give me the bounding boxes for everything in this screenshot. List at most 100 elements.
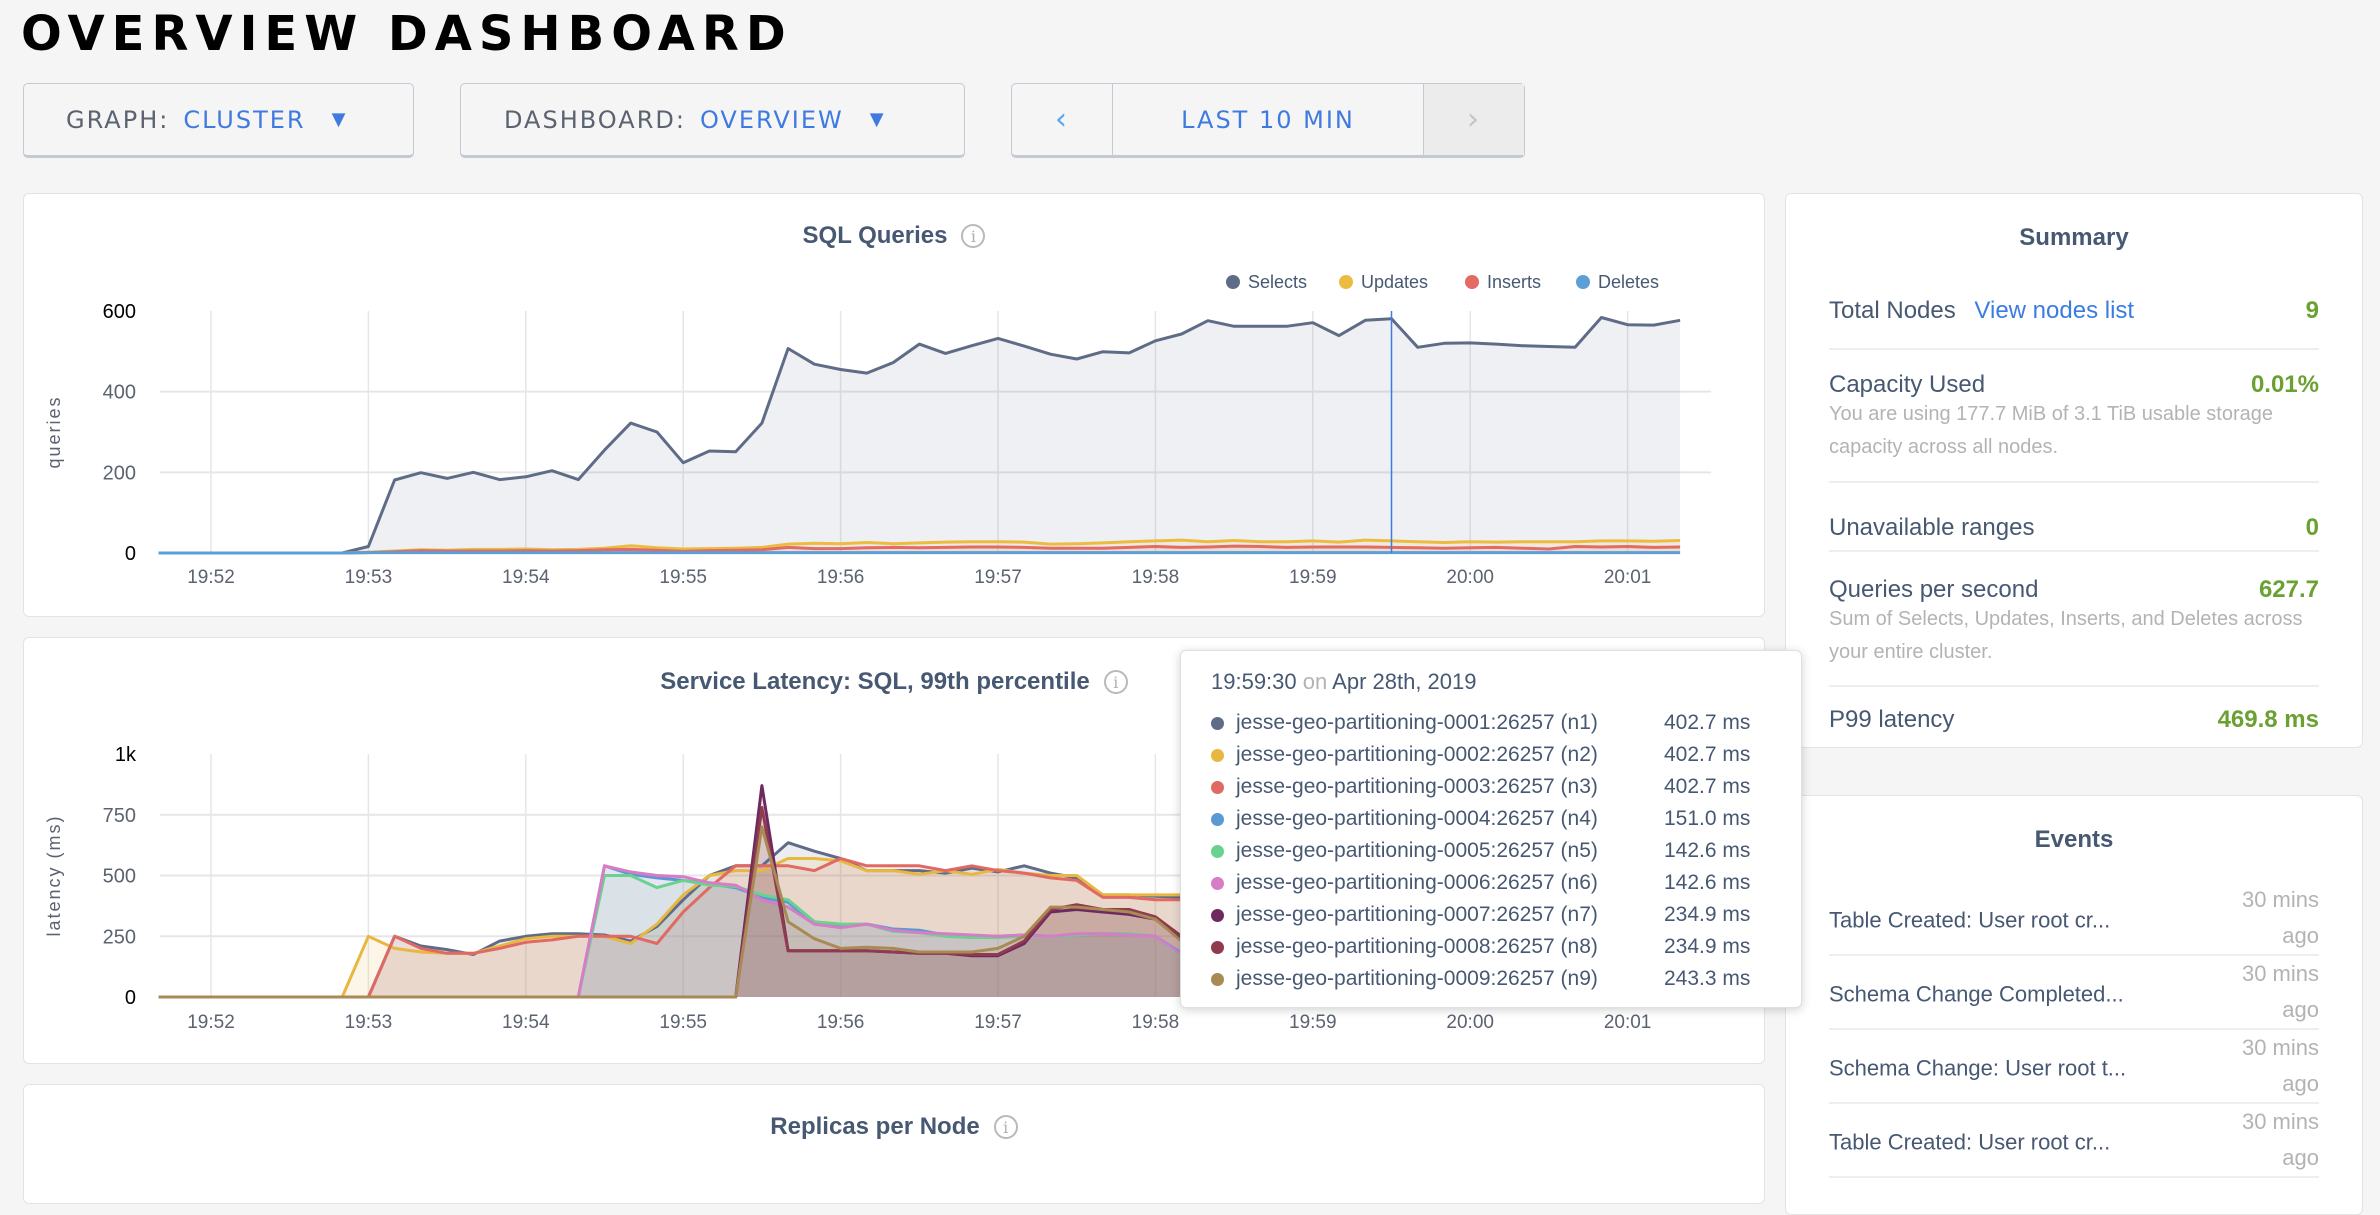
tooltip-node-value: 234.9 ms [1664, 935, 1750, 959]
series-color-dot [1211, 749, 1224, 762]
tooltip-node-name: jesse-geo-partitioning-0008:26257 (n8) [1236, 935, 1664, 959]
y-tick-label: 600 [103, 301, 136, 323]
x-tick-label: 19:56 [817, 567, 865, 588]
x-tick-label: 19:55 [659, 567, 707, 588]
series-color-dot [1211, 941, 1224, 954]
tooltip-node-name: jesse-geo-partitioning-0005:26257 (n5) [1236, 839, 1664, 863]
x-tick-label: 19:54 [502, 1012, 550, 1033]
tooltip-row: jesse-geo-partitioning-0002:26257 (n2)40… [1211, 739, 1750, 771]
legend-label: Selects [1248, 272, 1307, 292]
summary-card: Summary Total Nodes View nodes list 9 Ca… [1785, 193, 2363, 748]
tooltip-on: on [1303, 669, 1327, 694]
series-color-dot [1211, 781, 1224, 794]
event-text: Schema Change: User root t... [1829, 1056, 2126, 1082]
p99-value: 469.8 ms [2218, 706, 2319, 734]
summary-total-nodes: Total Nodes View nodes list 9 [1829, 297, 2319, 325]
tooltip-date: Apr 28th, 2019 [1332, 669, 1476, 694]
event-time-suffix: ago [2199, 1140, 2319, 1176]
summary-qps: Queries per second 627.7 [1829, 576, 2319, 604]
tooltip-node-name: jesse-geo-partitioning-0002:26257 (n2) [1236, 743, 1664, 767]
x-tick-label: 19:59 [1289, 1012, 1337, 1033]
tooltip-node-name: jesse-geo-partitioning-0007:26257 (n7) [1236, 903, 1664, 927]
event-text: Table Created: User root cr... [1829, 1130, 2110, 1156]
tooltip-node-name: jesse-geo-partitioning-0004:26257 (n4) [1236, 807, 1664, 831]
series-color-dot [1211, 973, 1224, 986]
tooltip-row: jesse-geo-partitioning-0004:26257 (n4)15… [1211, 803, 1750, 835]
unavailable-value: 0 [2306, 514, 2319, 542]
summary-p99-latency: P99 latency 469.8 ms [1829, 706, 2319, 734]
x-tick-label: 19:53 [345, 1012, 393, 1033]
x-tick-label: 19:58 [1132, 1012, 1180, 1033]
tooltip-node-value: 402.7 ms [1664, 711, 1750, 735]
legend-label: Deletes [1598, 272, 1659, 292]
x-tick-label: 19:53 [345, 567, 393, 588]
qps-description: Sum of Selects, Updates, Inserts, and De… [1829, 603, 2329, 669]
series-color-dot [1211, 845, 1224, 858]
tooltip-node-value: 142.6 ms [1664, 871, 1750, 895]
tooltip-node-name: jesse-geo-partitioning-0009:26257 (n9) [1236, 967, 1664, 991]
x-tick-label: 20:00 [1446, 1012, 1494, 1033]
capacity-description: You are using 177.7 MiB of 3.1 TiB usabl… [1829, 398, 2329, 464]
tooltip-node-name: jesse-geo-partitioning-0003:26257 (n3) [1236, 775, 1664, 799]
capacity-label: Capacity Used [1829, 371, 1985, 399]
event-time-suffix: ago [2199, 1066, 2319, 1102]
event-text: Schema Change Completed... [1829, 982, 2124, 1008]
y-tick-label: 750 [103, 805, 136, 827]
tooltip-row: jesse-geo-partitioning-0008:26257 (n8)23… [1211, 931, 1750, 963]
total-nodes-value: 9 [2306, 297, 2319, 325]
events-title: Events [1786, 826, 2362, 854]
events-card: Events Table Created: User root cr... 30… [1785, 795, 2363, 1215]
event-time-suffix: ago [2199, 992, 2319, 1028]
event-time: 30 mins [2199, 956, 2319, 992]
divider [1829, 348, 2319, 350]
divider [1829, 481, 2319, 483]
tooltip-row: jesse-geo-partitioning-0007:26257 (n7)23… [1211, 899, 1750, 931]
series-color-dot [1211, 717, 1224, 730]
total-nodes-label: Total Nodes [1829, 297, 1956, 324]
x-tick-label: 20:01 [1604, 1012, 1652, 1033]
tooltip-node-value: 142.6 ms [1664, 839, 1750, 863]
x-tick-label: 19:56 [817, 1012, 865, 1033]
series-color-dot [1211, 877, 1224, 890]
x-tick-label: 20:01 [1604, 567, 1652, 588]
y-tick-label: 400 [103, 382, 136, 404]
x-tick-label: 19:57 [974, 1012, 1022, 1033]
event-time: 30 mins [2199, 1030, 2319, 1066]
x-tick-label: 19:52 [187, 567, 235, 588]
legend-marker [1576, 275, 1590, 289]
legend-label: Inserts [1487, 272, 1541, 292]
y-axis-label: queries [44, 395, 64, 468]
tooltip-node-value: 243.3 ms [1664, 967, 1750, 991]
tooltip-row: jesse-geo-partitioning-0005:26257 (n5)14… [1211, 835, 1750, 867]
tooltip-row: jesse-geo-partitioning-0003:26257 (n3)40… [1211, 771, 1750, 803]
event-time-suffix: ago [2199, 918, 2319, 954]
legend-marker [1465, 275, 1479, 289]
view-nodes-link[interactable]: View nodes list [1974, 297, 2134, 324]
tooltip-node-value: 402.7 ms [1664, 775, 1750, 799]
unavailable-label: Unavailable ranges [1829, 514, 2034, 542]
tooltip-time: 19:59:30 [1211, 669, 1297, 694]
tooltip-row: jesse-geo-partitioning-0001:26257 (n1)40… [1211, 707, 1750, 739]
legend-marker [1226, 275, 1240, 289]
summary-capacity: Capacity Used 0.01% [1829, 371, 2319, 399]
x-tick-label: 19:55 [659, 1012, 707, 1033]
qps-label: Queries per second [1829, 576, 2038, 604]
tooltip-node-name: jesse-geo-partitioning-0006:26257 (n6) [1236, 871, 1664, 895]
summary-title: Summary [1786, 224, 2362, 252]
series-color-dot [1211, 813, 1224, 826]
x-tick-label: 19:54 [502, 567, 550, 588]
qps-value: 627.7 [2259, 576, 2319, 604]
y-axis-label: latency (ms) [44, 814, 64, 936]
tooltip-row: jesse-geo-partitioning-0009:26257 (n9)24… [1211, 963, 1750, 995]
y-tick-label: 0 [125, 543, 136, 565]
tooltip-header: 19:59:30 on Apr 28th, 2019 [1211, 669, 1477, 695]
divider [1829, 550, 2319, 552]
series-area-1 [159, 318, 1681, 554]
tooltip-node-name: jesse-geo-partitioning-0001:26257 (n1) [1236, 711, 1664, 735]
latency-tooltip: 19:59:30 on Apr 28th, 2019 jesse-geo-par… [1180, 650, 1802, 1008]
p99-label: P99 latency [1829, 706, 1954, 734]
